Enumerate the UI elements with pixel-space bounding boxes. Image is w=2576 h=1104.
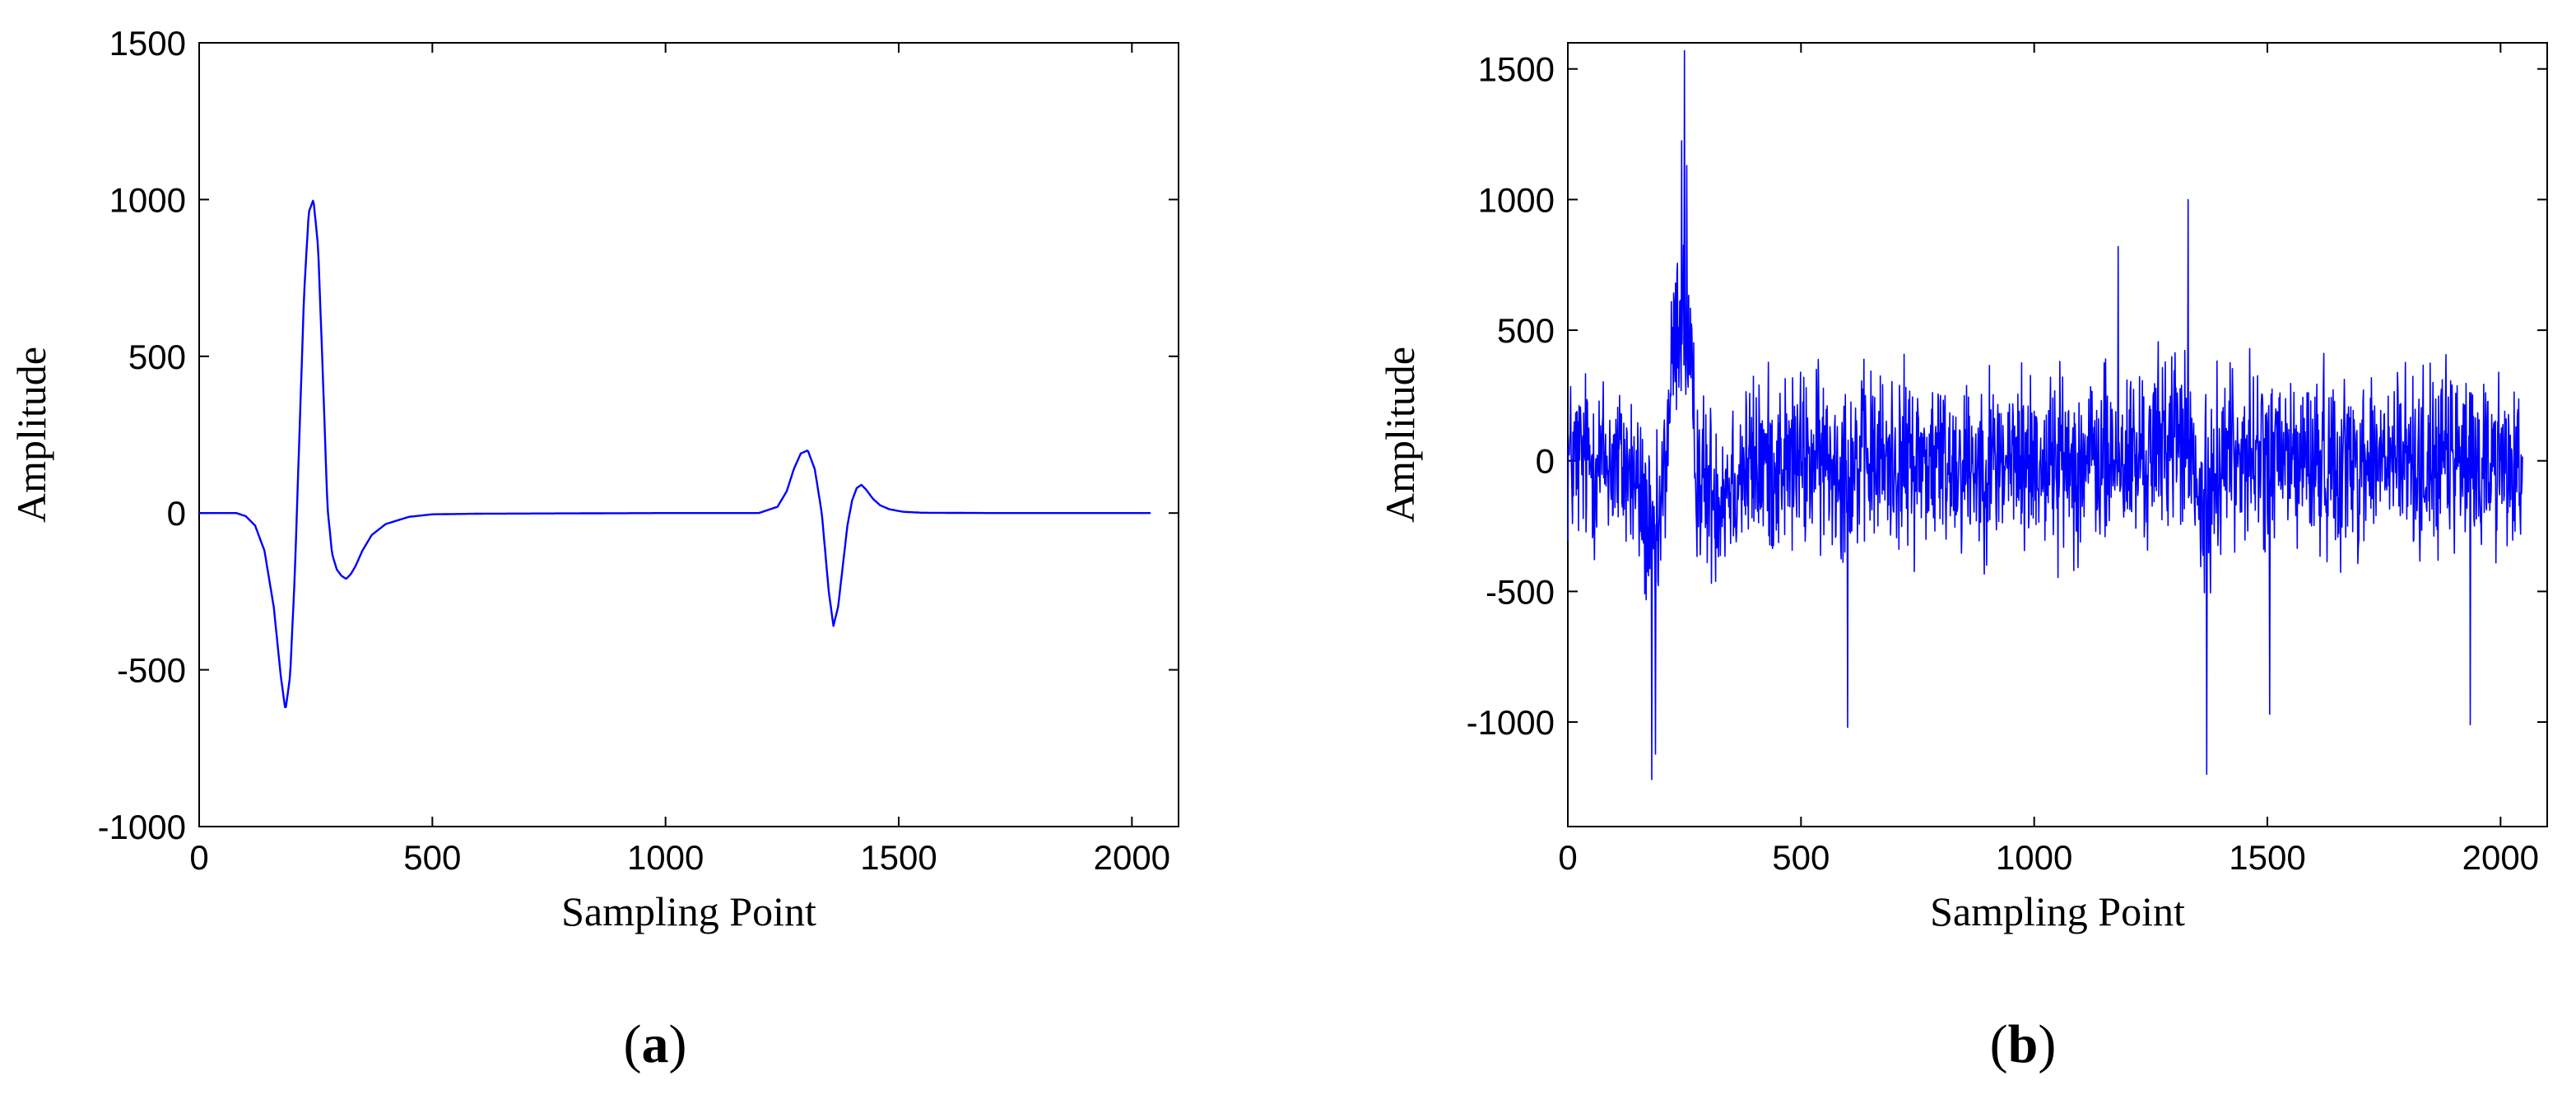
y-tick-label: 0: [167, 494, 186, 533]
x-tick-label: 1500: [2229, 838, 2305, 877]
y-tick-label: -1000: [1467, 703, 1555, 742]
y-tick-label: -500: [1486, 572, 1555, 611]
y-tick-label: 1000: [109, 180, 186, 219]
y-tick-label: 1500: [1478, 50, 1555, 89]
x-axis-title: Sampling Point: [1930, 888, 2185, 934]
panel-label: (b): [1990, 1014, 2057, 1074]
series-line: [198, 199, 1151, 709]
x-tick-label: 500: [403, 838, 461, 877]
y-axis-title: Amplitude: [8, 347, 54, 523]
x-tick-label: 0: [1558, 838, 1577, 877]
y-tick-label: -500: [117, 651, 186, 690]
x-tick-label: 500: [1772, 838, 1830, 877]
y-axis-title: Amplitude: [1377, 347, 1423, 523]
series-line: [1567, 49, 2523, 780]
y-tick-label: 500: [128, 338, 186, 376]
plot-frame: [198, 42, 1179, 827]
y-tick-label: 0: [1536, 442, 1555, 481]
x-tick-label: 1500: [860, 838, 937, 877]
x-axis-title: Sampling Point: [561, 888, 816, 934]
y-tick-label: 1500: [109, 24, 186, 63]
x-tick-label: 2000: [1094, 838, 1170, 877]
x-tick-label: 1000: [1996, 838, 2072, 877]
x-tick-label: 2000: [2462, 838, 2539, 877]
chart-panel-b: 0 500 1000 1500 2000 -1000 -500 0 500 1000 1500 Sam…: [1377, 42, 2548, 1074]
y-tick-label: 500: [1497, 311, 1555, 350]
x-tick-label: 1000: [627, 838, 704, 877]
x-tick-label: 0: [189, 838, 208, 877]
y-tick-label: -1000: [98, 808, 186, 846]
y-tick-label: 1000: [1478, 180, 1555, 219]
panel-label: (a): [624, 1014, 687, 1074]
chart-panel-a: 0 500 1000 1500 2000 -1000 -500 0 500 1000 1500 Sam…: [8, 24, 1179, 1074]
